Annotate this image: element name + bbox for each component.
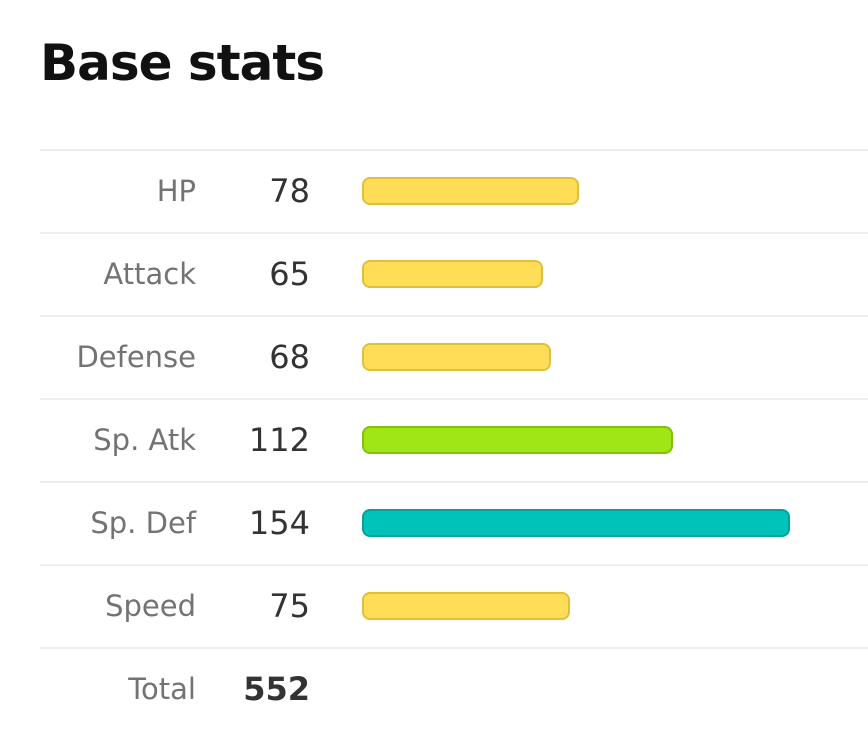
stat-label: Defense [76, 340, 196, 374]
stat-value: 68 [269, 338, 310, 376]
stat-row-speed: Speed 75 [40, 564, 868, 647]
stat-bar-track [362, 343, 862, 373]
stat-bar [362, 260, 543, 288]
stat-label: Sp. Atk [93, 423, 196, 457]
stat-row-attack: Attack 65 [40, 232, 868, 315]
stat-row-total: Total 552 [40, 647, 868, 731]
stat-label: Sp. Def [90, 506, 196, 540]
stat-bar-track [362, 592, 862, 622]
stat-value: 154 [248, 504, 310, 542]
page-title: Base stats [40, 34, 325, 92]
stat-row-hp: HP 78 [40, 149, 868, 232]
stat-label: Attack [103, 257, 196, 291]
stat-bar [362, 343, 551, 371]
stat-row-sp-def: Sp. Def 154 [40, 481, 868, 564]
stat-label: HP [156, 174, 196, 208]
stat-bar [362, 509, 790, 537]
stat-bar [362, 592, 570, 620]
stat-value: 78 [269, 172, 310, 210]
stat-value: 65 [269, 255, 310, 293]
stat-bar-track [362, 260, 862, 290]
stats-table: HP 78 Attack 65 Defense 68 Sp. Atk 112 S… [40, 149, 868, 731]
stat-row-defense: Defense 68 [40, 315, 868, 398]
stat-row-sp-atk: Sp. Atk 112 [40, 398, 868, 481]
total-label: Total [128, 672, 196, 706]
stat-bar [362, 177, 579, 205]
stat-bar-track [362, 426, 862, 456]
total-value: 552 [243, 670, 310, 708]
stat-bar-track [362, 177, 862, 207]
stat-label: Speed [105, 589, 196, 623]
stat-value: 112 [248, 421, 310, 459]
stat-bar-track [362, 509, 862, 539]
stat-value: 75 [269, 587, 310, 625]
stat-bar [362, 426, 673, 454]
